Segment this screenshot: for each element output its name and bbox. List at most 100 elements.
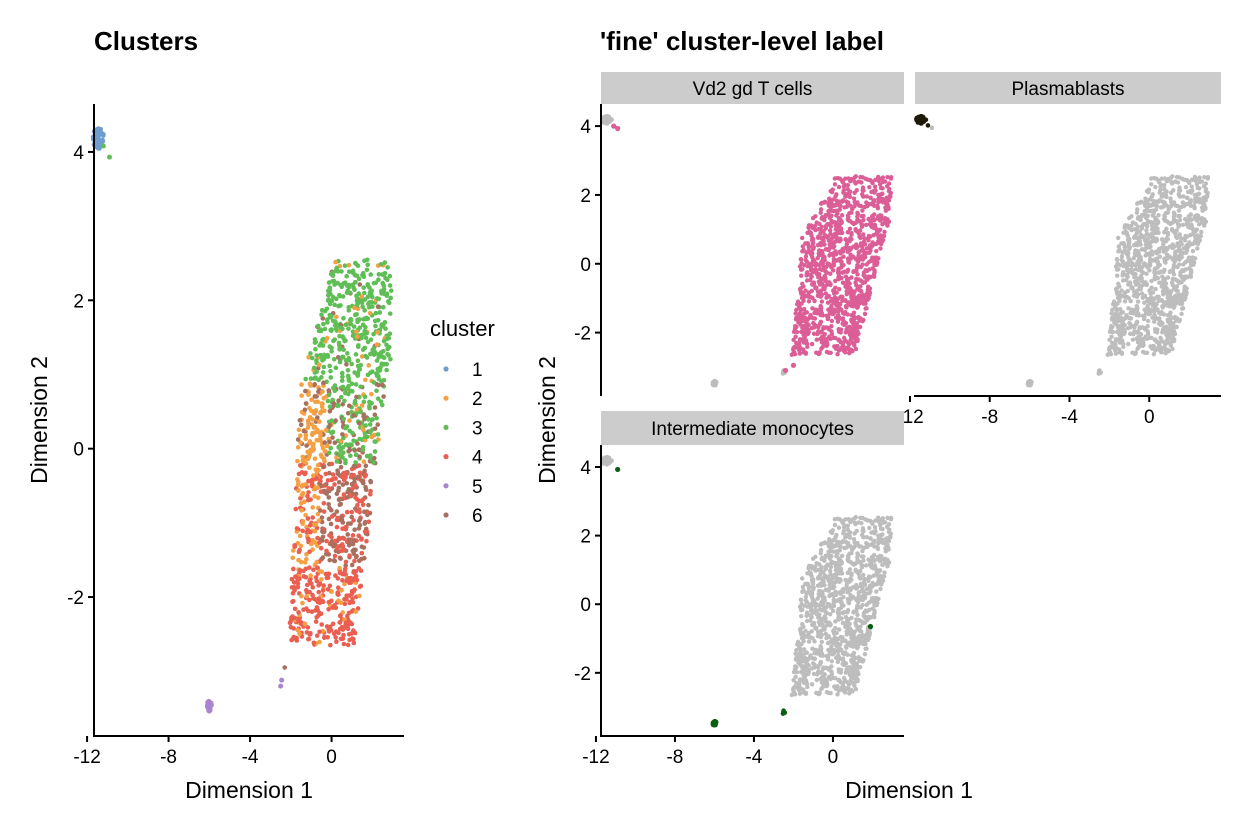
point-cell [888,193,893,198]
point-cell [348,317,354,323]
point-cell [354,273,360,279]
point-cell [1176,192,1181,197]
point-cell [1116,291,1122,296]
point-cell [361,459,367,464]
point-cell [310,585,316,590]
point-cell [1193,227,1199,233]
point-cell [1150,290,1156,295]
point-cell [873,529,878,534]
point-cell [860,208,865,213]
point-cell [876,235,882,240]
point-highlight [867,623,874,630]
point-cell [796,313,802,318]
point-cell [843,298,848,303]
point-cell [356,291,362,296]
point-cell [370,369,375,374]
point-cell [342,474,348,480]
point-cell [1133,322,1139,327]
point-cell [324,443,330,449]
point-cell [295,584,301,590]
point-cell [854,560,860,565]
point-cluster-3 [100,143,106,149]
point-cell [304,593,310,599]
point-cell [819,277,824,282]
point-cell [328,375,334,380]
point-cell [800,248,805,254]
point-cell [1137,267,1143,272]
point-cell [1133,221,1138,227]
point-cell [295,458,300,464]
point-cell [1165,319,1171,324]
point-cell [333,418,338,423]
point-cell [365,339,371,345]
point-cell [1154,236,1159,241]
point-cell [851,244,856,249]
point-cell [1189,222,1194,228]
point-cell [848,236,853,241]
point-cell [1144,271,1149,276]
point-cell [323,489,329,495]
point-cell [1165,275,1171,280]
point-cell [819,602,824,607]
point-cell [359,550,365,556]
point-cell [335,355,341,360]
point-cell [836,657,841,662]
point-cell [1177,248,1183,253]
point-cell [798,686,803,691]
point-cell [853,280,858,285]
point-cell [1170,257,1176,262]
point-cell [315,607,321,613]
point-cell [367,405,372,411]
point-cell [815,289,821,295]
point-cell [353,460,358,465]
point-cell [351,472,357,478]
point-cell [817,282,823,287]
point-cell [342,601,348,607]
point-cell [886,198,892,203]
point-cell [298,543,304,549]
point-cell [1133,271,1138,277]
point-cell [806,656,812,661]
point-cell [840,249,846,254]
point-cell [372,405,378,410]
point-cell [840,620,846,626]
point-cell [368,488,373,494]
point-cell [821,267,827,272]
point-cluster-5 [279,677,285,683]
point-cell [336,479,342,485]
point-cell [330,621,336,627]
point-cell [834,290,839,295]
point-cell [925,123,931,128]
point-cell [815,235,821,240]
point-cell [300,518,306,524]
point-cell [341,492,347,497]
point-cell [840,270,845,275]
point-cell [299,382,304,387]
point-cell [338,325,343,331]
point-cell [354,577,360,583]
point-cell [1124,267,1130,273]
point-cell [1150,258,1156,263]
point-cell [843,638,848,643]
point-cell [875,544,880,549]
point-cell [845,200,851,205]
point-cell [1169,181,1175,186]
point-cell [304,606,309,611]
point-cell [1155,227,1160,233]
point-cell [1151,351,1157,357]
point-cell [334,491,340,497]
point-cell [819,632,825,638]
point-cell [802,310,808,316]
point-cell [1127,281,1133,287]
point-cell [1121,240,1126,246]
point-cell [354,334,360,340]
point-cell [792,690,797,695]
point-cell [830,648,836,653]
clusters-y-tick-label: 4 [73,143,84,164]
point-cell [300,528,306,534]
point-cell [1115,257,1120,262]
point-cell [852,531,857,536]
legend-label-4: 4 [472,448,483,469]
point-cell [351,413,357,418]
point-cell [828,208,833,214]
